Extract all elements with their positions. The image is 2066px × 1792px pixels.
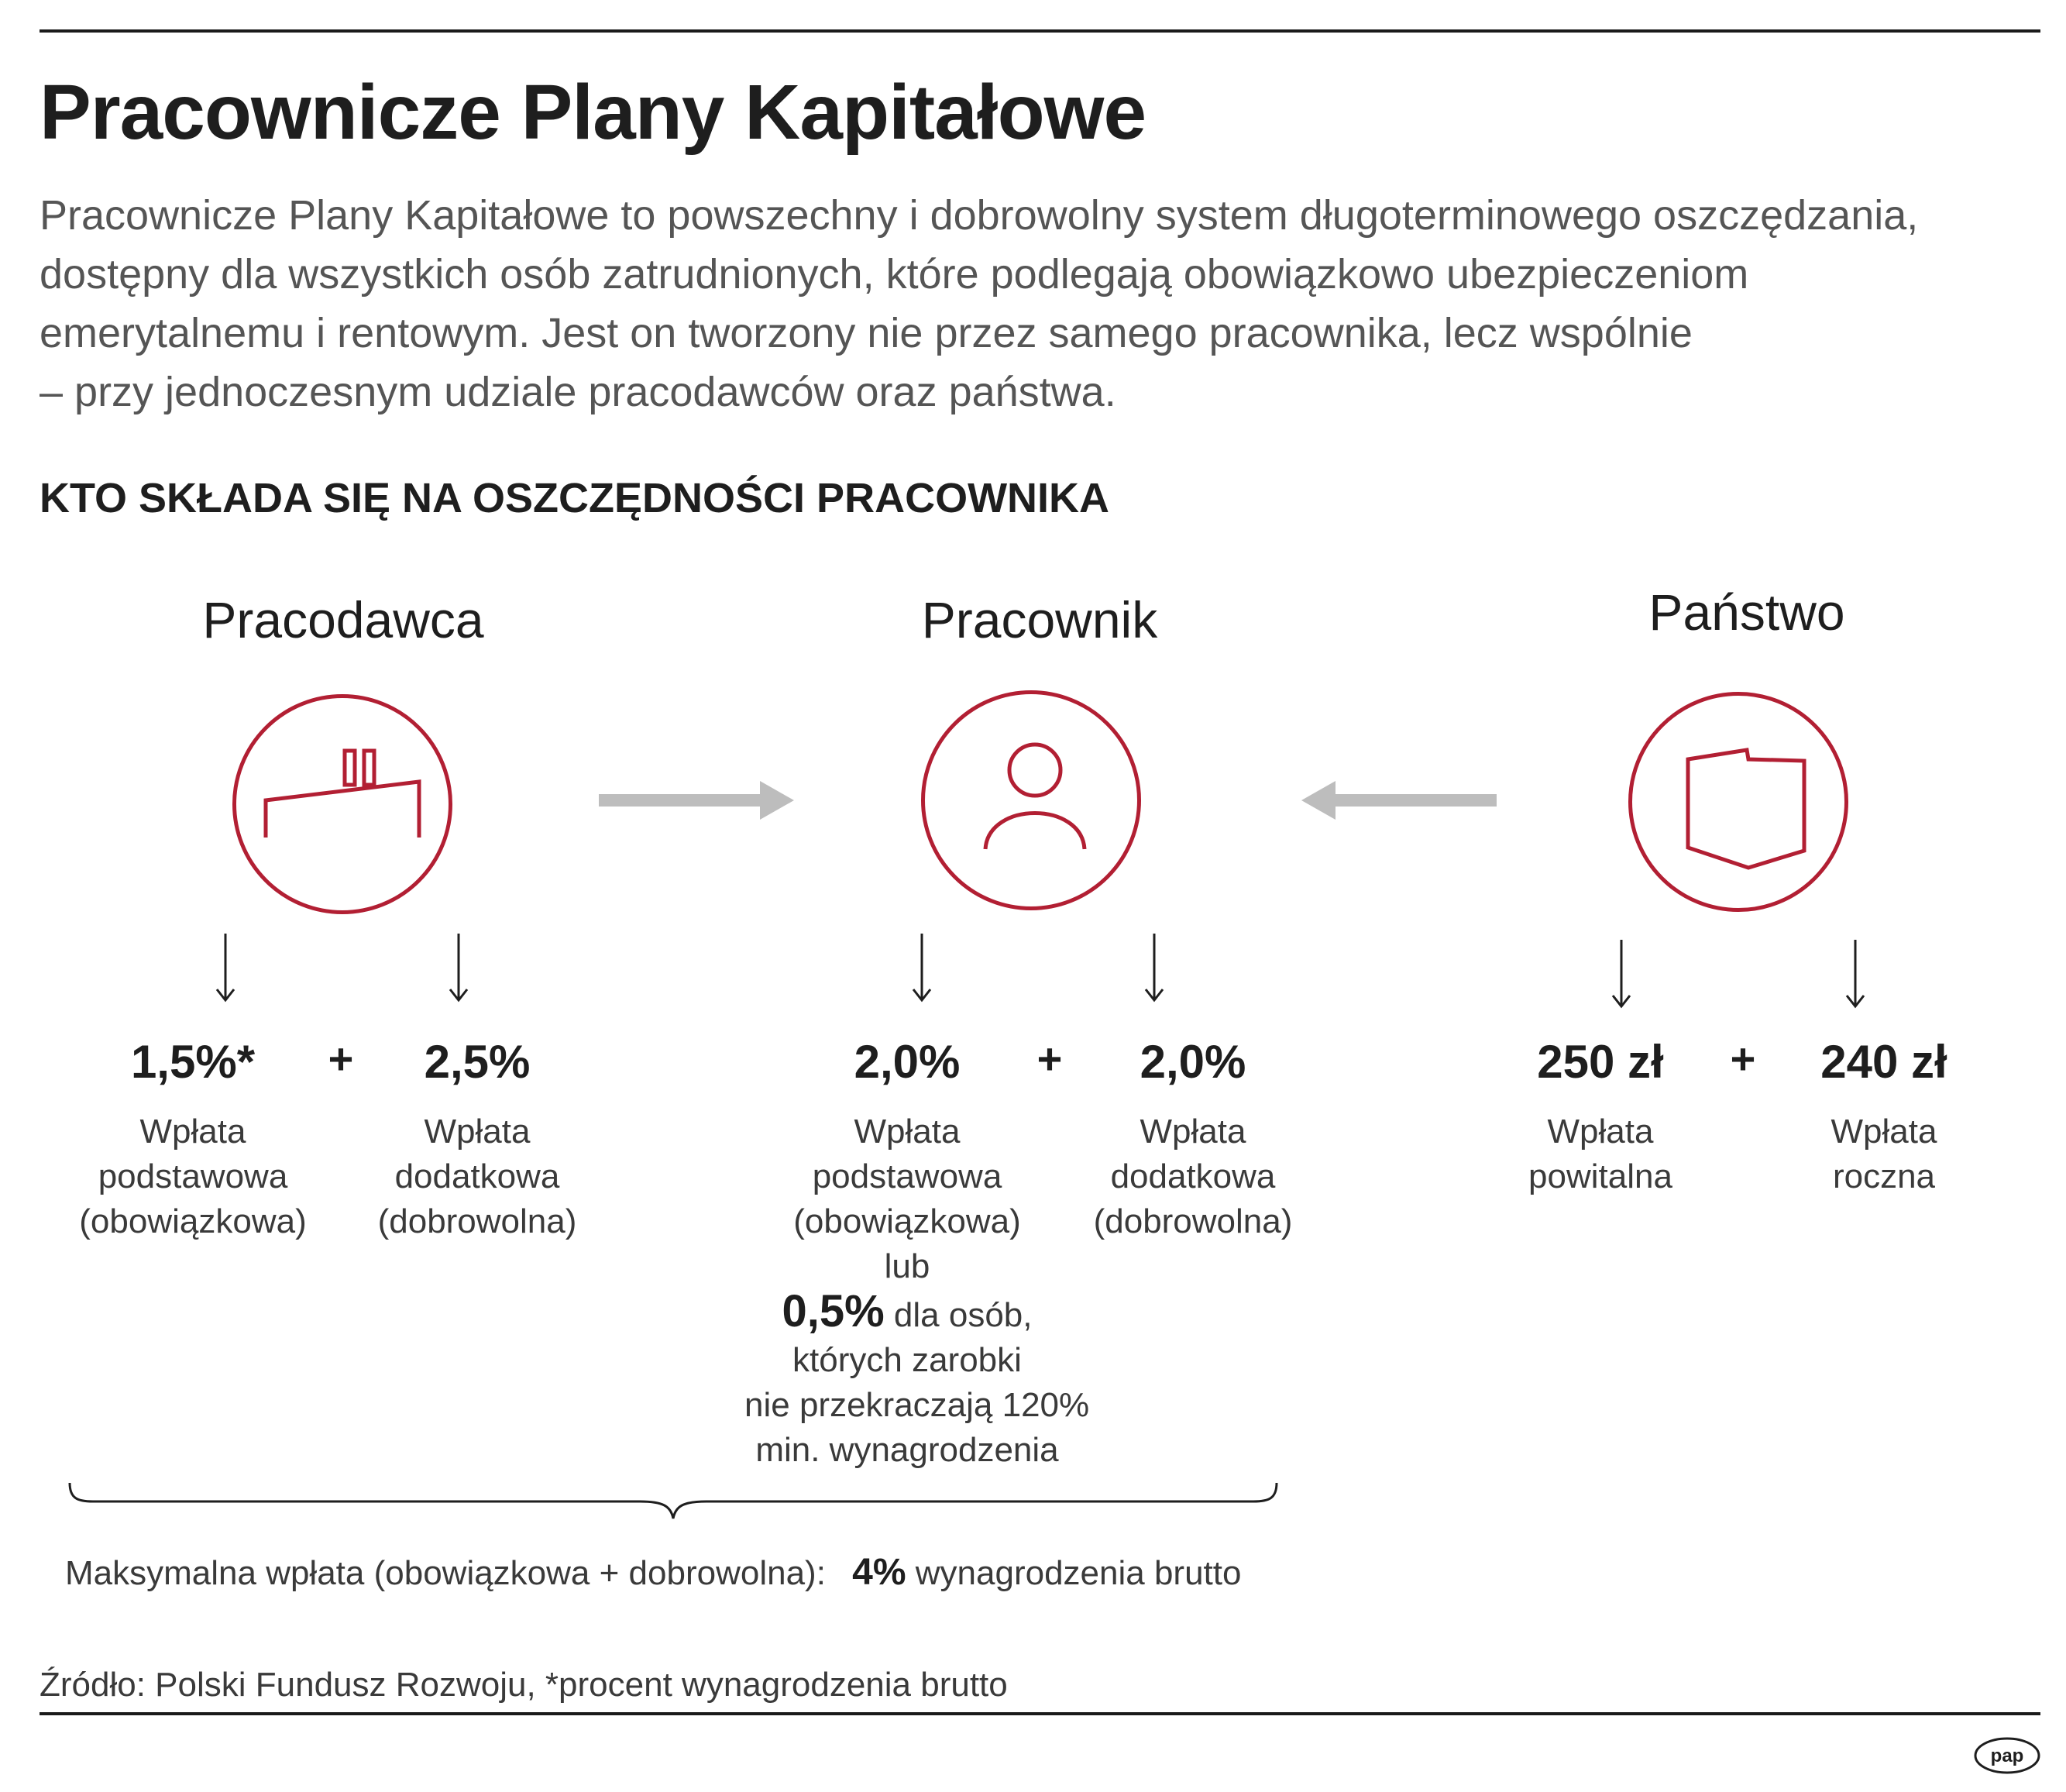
- arrow-down-icon: [1611, 940, 1631, 1009]
- intro-line: – przy jednoczesnym udziale pracodawców …: [40, 369, 1116, 415]
- employer-extra-value: 2,5%: [424, 1036, 531, 1088]
- desc-line: (dobrowolna): [377, 1202, 577, 1240]
- intro-line: dostępny dla wszystkich osób zatrudniony…: [40, 251, 1749, 298]
- desc-line: lub: [884, 1247, 930, 1285]
- section-heading: KTO SKŁADA SIĘ NA OSZCZĘDNOŚCI PRACOWNIK…: [40, 475, 1110, 521]
- plus-sign: +: [1036, 1034, 1063, 1083]
- plus-sign: +: [328, 1034, 354, 1083]
- curly-brace-icon: [68, 1482, 1278, 1519]
- desc-line: (obowiązkowa): [79, 1202, 307, 1240]
- arrow-down-icon: [449, 934, 469, 1003]
- alt-rate-value: 0,5%: [782, 1286, 885, 1336]
- max-contribution-note: Maksymalna wpłata (obowiązkowa + dobrowo…: [65, 1551, 1241, 1594]
- pap-logo: pap: [1974, 1735, 2040, 1776]
- desc-line: podstawowa: [98, 1157, 288, 1195]
- poland-map-icon: [1628, 692, 1848, 912]
- employer-basic-desc: Wpłata podstawowa (obowiązkowa): [30, 1109, 356, 1244]
- desc-line: roczna: [1832, 1157, 1936, 1195]
- state-annual-desc: Wpłata roczna: [1721, 1109, 2047, 1199]
- intro-text: Pracownicze Plany Kapitałowe to powszech…: [40, 186, 2023, 421]
- desc-line: Wpłata: [854, 1113, 961, 1151]
- state-welcome-desc: Wpłata powitalna: [1438, 1109, 1763, 1199]
- employee-extra-desc: Wpłata dodatkowa (dobrowolna): [1030, 1109, 1356, 1244]
- desc-line: dodatkowa: [394, 1157, 560, 1195]
- bottom-rule: [40, 1712, 2040, 1715]
- factory-icon: [232, 694, 452, 914]
- desc-line: Wpłata: [424, 1113, 531, 1151]
- max-note-label: Maksymalna wpłata (obowiązkowa + dobrowo…: [65, 1554, 826, 1592]
- arrow-down-icon: [215, 934, 235, 1003]
- employer-basic-value: 1,5%*: [130, 1036, 256, 1088]
- desc-line: powitalna: [1528, 1157, 1672, 1195]
- column-title-state: Państwo: [1648, 583, 1845, 641]
- desc-line: Wpłata: [139, 1113, 246, 1151]
- source-note: Źródło: Polski Fundusz Rozwoju, *procent…: [40, 1666, 1008, 1704]
- desc-line: nie przekraczają 120%: [744, 1386, 1090, 1424]
- desc-line-alt: 0,5% dla osób,: [744, 1289, 1070, 1338]
- alt-rate-lead: dla osób,: [884, 1296, 1033, 1334]
- desc-line: Wpłata: [1831, 1113, 1937, 1151]
- intro-line: Pracownicze Plany Kapitałowe to powszech…: [40, 192, 1919, 239]
- plus-sign: +: [1730, 1034, 1756, 1083]
- column-title-employee: Pracownik: [921, 591, 1158, 648]
- logo-text: pap: [1991, 1746, 2024, 1766]
- arrow-down-icon: [912, 934, 932, 1003]
- desc-line: Wpłata: [1547, 1113, 1654, 1151]
- state-annual-value: 240 zł: [1820, 1036, 1947, 1088]
- arrow-down-icon: [1144, 934, 1164, 1003]
- arrow-right-icon: [599, 781, 794, 820]
- column-title-employer: Pracodawca: [202, 591, 484, 648]
- page-title: Pracownicze Plany Kapitałowe: [40, 69, 1146, 156]
- max-note-value: 4%: [852, 1552, 906, 1593]
- desc-line: (obowiązkowa): [793, 1202, 1021, 1240]
- state-welcome-value: 250 zł: [1537, 1036, 1664, 1088]
- desc-line: (dobrowolna): [1093, 1202, 1293, 1240]
- desc-line: Wpłata: [1140, 1113, 1246, 1151]
- employee-extra-value: 2,0%: [1140, 1036, 1246, 1088]
- arrow-left-icon: [1301, 781, 1497, 820]
- desc-line: min. wynagrodzenia: [755, 1431, 1059, 1469]
- desc-line: dodatkowa: [1110, 1157, 1276, 1195]
- intro-line: emerytalnemu i rentowym. Jest on tworzon…: [40, 310, 1693, 356]
- employee-basic-desc: Wpłata podstawowa (obowiązkowa) lub 0,5%…: [744, 1109, 1090, 1473]
- top-rule: [40, 29, 2040, 33]
- employee-basic-value: 2,0%: [854, 1036, 961, 1088]
- desc-line: podstawowa: [812, 1157, 1002, 1195]
- arrow-down-icon: [1845, 940, 1865, 1009]
- person-icon: [921, 690, 1141, 910]
- employer-extra-desc: Wpłata dodatkowa (dobrowolna): [315, 1109, 640, 1244]
- desc-line: których zarobki: [792, 1341, 1022, 1379]
- max-note-suffix: wynagrodzenia brutto: [906, 1554, 1242, 1592]
